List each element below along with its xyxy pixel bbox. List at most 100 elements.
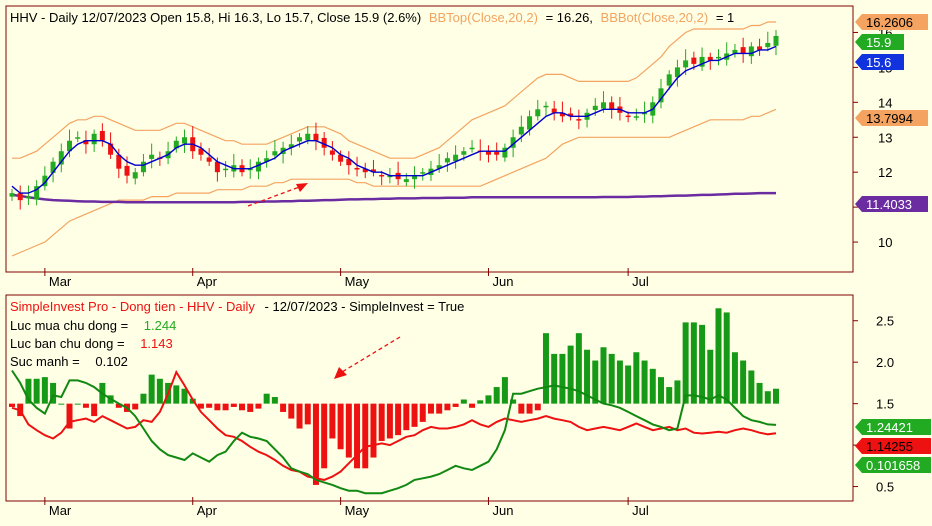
- candle-body: [494, 151, 500, 155]
- candle-body: [124, 165, 130, 176]
- candle-body: [592, 105, 598, 111]
- candle-body: [699, 56, 705, 67]
- candle-body: [99, 130, 105, 141]
- legend-strength-label: Suc manh =: [10, 354, 80, 369]
- candle-body: [255, 161, 261, 172]
- strength-bar: [559, 353, 566, 404]
- candle-body: [765, 42, 771, 48]
- candle-body: [625, 115, 631, 118]
- candle-body: [362, 168, 368, 173]
- strength-bar: [625, 365, 632, 404]
- strength-bar: [362, 403, 369, 469]
- price-x-tick-label: Mar: [49, 274, 72, 289]
- candle-body: [485, 151, 491, 155]
- strength-bar: [345, 403, 352, 458]
- candle-body: [116, 154, 122, 169]
- candle-body: [329, 150, 335, 155]
- price-y-tick-label: 10: [878, 235, 892, 250]
- candle-body: [412, 175, 418, 180]
- strength-bar: [214, 403, 221, 411]
- candle-body: [707, 56, 713, 61]
- legend-buy-label: Luc mua chu dong =: [10, 318, 128, 333]
- strength-bar: [436, 403, 443, 414]
- flow-value-label-strength: 0.101658: [866, 458, 920, 473]
- candle-body: [444, 158, 450, 163]
- price-value-box-close: [855, 34, 904, 50]
- candle-body: [502, 147, 508, 158]
- strength-bar: [600, 347, 607, 404]
- strength-bar: [740, 360, 747, 404]
- strength-bar: [493, 387, 500, 404]
- candle-body: [9, 193, 15, 197]
- strength-bar: [58, 403, 65, 405]
- legend-sell-value: 1.143: [140, 336, 173, 351]
- price-value-box-ma: [855, 54, 904, 70]
- candle-body: [609, 102, 615, 110]
- candle-body: [527, 116, 533, 130]
- strength-bar: [748, 370, 755, 404]
- candle-body: [75, 137, 81, 139]
- strength-bar: [633, 352, 640, 404]
- strength-bar: [477, 400, 484, 404]
- candle-body: [748, 46, 754, 57]
- strength-bar: [764, 391, 771, 404]
- candle-body: [25, 196, 31, 199]
- candle-body: [313, 133, 319, 141]
- strength-bar: [592, 360, 599, 404]
- strength-bar: [148, 374, 155, 404]
- strength-bar: [501, 377, 508, 404]
- candle-body: [732, 49, 738, 54]
- candle-body: [346, 158, 352, 166]
- candle-body: [379, 174, 385, 177]
- price-value-box-bbbot: [855, 110, 928, 126]
- strength-bar: [263, 393, 270, 404]
- strength-bar: [91, 403, 98, 417]
- candle-body: [674, 67, 680, 78]
- svg-text:Suc manh = 0.102: Suc manh = 0.102: [10, 354, 128, 369]
- candle-body: [321, 137, 327, 148]
- candle-body: [247, 168, 253, 171]
- flow-title-rest: - 12/07/2023 - SimpleInvest = True: [265, 299, 465, 314]
- price-value-label-bbtop: 16.2606: [866, 15, 913, 30]
- flow-value-label-sell: 1.14255: [866, 439, 913, 454]
- bbbot-value-label: = 1: [716, 10, 734, 25]
- svg-text:Luc ban chu dong = 1.143: Luc ban chu dong = 1.143: [10, 336, 173, 351]
- strength-bar: [419, 403, 426, 422]
- bbtop-label: BBTop(Close,20,2): [429, 10, 538, 25]
- strength-bar: [288, 403, 295, 419]
- candle-body: [658, 88, 664, 103]
- bb-top-line: [12, 21, 776, 159]
- candle-body: [305, 133, 311, 141]
- long-ma-line: [11, 191, 776, 204]
- flow-x-tick-label: May: [345, 503, 370, 518]
- strength-bar: [66, 403, 73, 429]
- strength-bar: [542, 333, 549, 404]
- strength-bar: [526, 403, 533, 414]
- strength-bar: [584, 349, 591, 404]
- strength-bar: [773, 388, 779, 404]
- strength-bar: [132, 403, 139, 410]
- candle-body: [535, 109, 541, 117]
- price-value-box-longma: [855, 196, 928, 212]
- candle-body: [198, 148, 204, 155]
- flow-y-tick-label: 2.5: [876, 314, 894, 329]
- svg-text:HHV - Daily 12/07/2023 Open 15: HHV - Daily 12/07/2023 Open 15.8, Hi 16.…: [10, 10, 734, 25]
- strength-bar: [731, 352, 738, 404]
- strength-bar: [197, 403, 204, 409]
- strength-bar: [370, 403, 377, 458]
- candle-body: [91, 133, 97, 145]
- flow-chart: 0.51.01.52.02.5MarAprMayJunJul1.244211.1…: [9, 308, 931, 518]
- candle-body: [58, 151, 64, 165]
- strength-bar: [354, 403, 361, 469]
- price-value-label-bbbot: 13.7994: [866, 111, 913, 126]
- flow-value-label-buy: 1.24421: [866, 420, 913, 435]
- price-value-label-longma: 11.4033: [866, 197, 912, 212]
- strength-bar: [271, 397, 278, 404]
- strength-bar: [386, 403, 393, 439]
- candle-body: [518, 126, 524, 135]
- candle-body: [642, 112, 648, 115]
- strength-bar: [181, 388, 188, 404]
- strength-bar: [485, 395, 492, 404]
- strength-bar: [682, 322, 689, 404]
- strength-bar: [255, 403, 262, 409]
